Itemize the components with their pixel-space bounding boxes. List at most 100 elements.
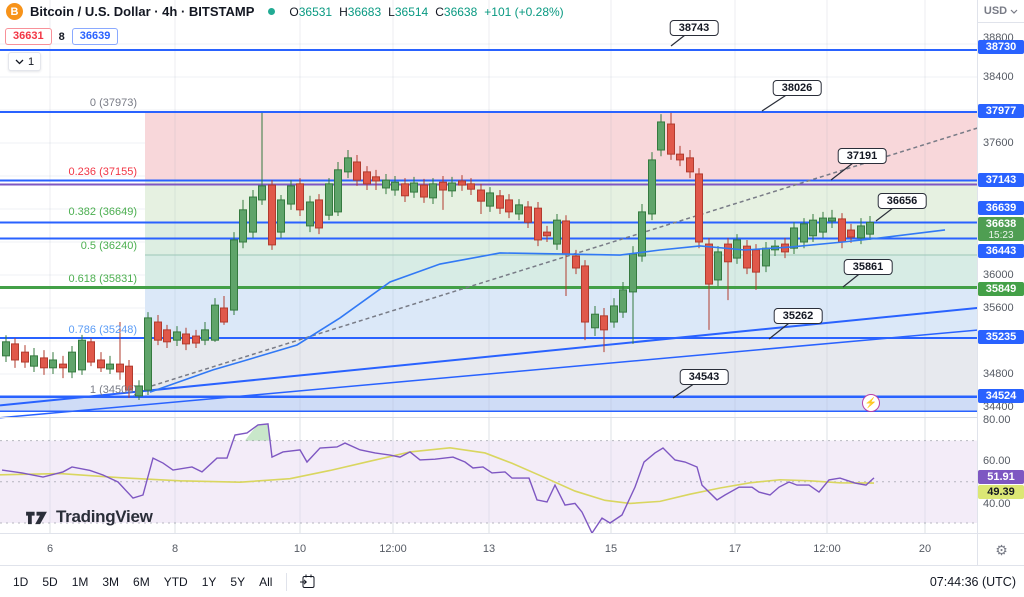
bottom-toolbar: 1D 5D 1M 3M 6M YTD 1Y 5Y All 07:44:36 (UTC) xyxy=(0,565,1024,597)
range-button-1y[interactable]: 1Y xyxy=(201,574,217,589)
candle xyxy=(429,178,437,205)
candle xyxy=(239,199,247,249)
candle xyxy=(657,114,665,157)
candle xyxy=(496,190,504,214)
fib-level-label: 0.618 (35831) xyxy=(68,273,138,285)
price-callout[interactable]: 38743 xyxy=(669,20,719,36)
buy-button[interactable]: 36639 xyxy=(71,28,119,45)
go-to-date-button[interactable] xyxy=(294,571,321,592)
price-axis[interactable]: USD 38800 38400 37600 36000 35600 34800 34400 8… xyxy=(977,0,1024,533)
time-axis[interactable]: 6 8 10 12:00 13 15 17 12:00 20 xyxy=(0,533,977,566)
candle xyxy=(40,350,48,375)
gear-icon[interactable]: ⚙ xyxy=(995,541,1008,558)
candle xyxy=(49,352,57,374)
rsi-pane xyxy=(0,417,977,533)
candle xyxy=(268,180,276,250)
candle xyxy=(163,324,171,349)
trendlines xyxy=(0,127,977,419)
candle xyxy=(125,359,133,398)
range-button-5d[interactable]: 5D xyxy=(42,574,58,589)
candle xyxy=(382,173,390,195)
time-tick-label: 10 xyxy=(293,543,307,555)
price-callout[interactable]: 35262 xyxy=(773,308,823,324)
candle xyxy=(87,338,95,367)
chevron-down-icon xyxy=(1010,9,1018,14)
range-button-6m[interactable]: 6M xyxy=(133,574,150,589)
candle xyxy=(325,178,333,221)
range-buttons: 1D 5D 1M 3M 6M YTD 1Y 5Y All xyxy=(6,572,279,592)
candle xyxy=(524,201,532,228)
price-callout[interactable]: 34543 xyxy=(679,369,729,385)
candlesticks xyxy=(2,112,874,400)
candle xyxy=(714,246,722,287)
candle xyxy=(743,239,751,275)
price-callout[interactable]: 38026 xyxy=(772,80,822,96)
range-button-5y[interactable]: 5Y xyxy=(230,574,246,589)
range-button-ytd[interactable]: YTD xyxy=(163,574,188,589)
last-price-label: 36638 15:23 xyxy=(978,217,1024,241)
candle xyxy=(581,260,589,341)
price-level-label: 36443 xyxy=(978,244,1024,258)
range-button-1d[interactable]: 1D xyxy=(13,574,29,589)
candle xyxy=(448,176,456,198)
time-tick-label: 6 xyxy=(46,543,54,555)
lightning-drawing-icon[interactable]: ⚡ xyxy=(862,394,880,412)
candle xyxy=(201,322,209,346)
price-level-label: 38730 xyxy=(978,40,1024,54)
candle xyxy=(277,194,285,238)
symbol-header: B Bitcoin / U.S. Dollar · 4h · BITSTAMP … xyxy=(6,3,564,20)
rsi-line xyxy=(1,423,875,533)
time-tick-label: 13 xyxy=(482,543,496,555)
quote-buttons: 36631 8 36639 xyxy=(5,28,119,45)
session-clock[interactable]: 07:44:36 (UTC) xyxy=(929,574,1016,589)
currency-dropdown[interactable]: USD xyxy=(978,0,1024,23)
chart-canvas[interactable] xyxy=(0,0,977,533)
price-callout[interactable]: 37191 xyxy=(837,148,887,164)
candle xyxy=(534,201,542,247)
axis-label: 60.00 xyxy=(983,455,1011,467)
candle xyxy=(828,209,836,228)
price-level-label: 51.91 xyxy=(978,470,1024,484)
price-callout[interactable]: 36656 xyxy=(877,193,927,209)
candle xyxy=(553,213,561,250)
candle xyxy=(847,223,855,243)
candle xyxy=(667,112,675,160)
axis-label: 34400 xyxy=(983,401,1014,413)
candle xyxy=(486,187,494,212)
close-value: 36638 xyxy=(443,4,478,19)
ma-line xyxy=(149,229,946,393)
price-level-label: 35849 xyxy=(978,282,1024,296)
candle xyxy=(458,175,466,191)
candle xyxy=(505,194,513,219)
low-value: 36514 xyxy=(394,4,429,19)
candle xyxy=(106,355,114,374)
candle xyxy=(59,355,67,379)
range-button-3m[interactable]: 3M xyxy=(102,574,120,589)
candle xyxy=(467,178,475,195)
toolbar-divider xyxy=(286,572,288,591)
time-tick-label: 17 xyxy=(728,543,742,555)
price-level-label: 49.39 xyxy=(978,485,1024,499)
price-level-label: 34524 xyxy=(978,389,1024,403)
price-callout[interactable]: 35861 xyxy=(843,259,893,275)
candle xyxy=(619,282,627,318)
fib-level-label: 0.5 (36240) xyxy=(80,240,137,252)
range-button-1m[interactable]: 1M xyxy=(71,574,89,589)
tradingview-logo-icon xyxy=(26,511,47,525)
object-tree-toggle[interactable]: 1 xyxy=(8,52,42,71)
candle xyxy=(477,183,485,214)
axis-label: 38400 xyxy=(983,71,1014,83)
candle xyxy=(648,152,656,221)
candle xyxy=(11,338,19,368)
sell-button[interactable]: 36631 xyxy=(5,28,52,45)
tradingview-logo[interactable]: TradingView xyxy=(24,507,153,527)
support-resistance-lines xyxy=(0,48,977,413)
range-button-all[interactable]: All xyxy=(259,574,273,589)
axis-settings-corner[interactable]: ⚙ xyxy=(977,533,1024,566)
symbol-title[interactable]: Bitcoin / U.S. Dollar · 4h · BITSTAMP xyxy=(30,4,255,19)
candle xyxy=(78,334,86,375)
candle xyxy=(800,218,808,249)
candle xyxy=(154,315,162,346)
chevron-down-icon xyxy=(15,59,24,64)
